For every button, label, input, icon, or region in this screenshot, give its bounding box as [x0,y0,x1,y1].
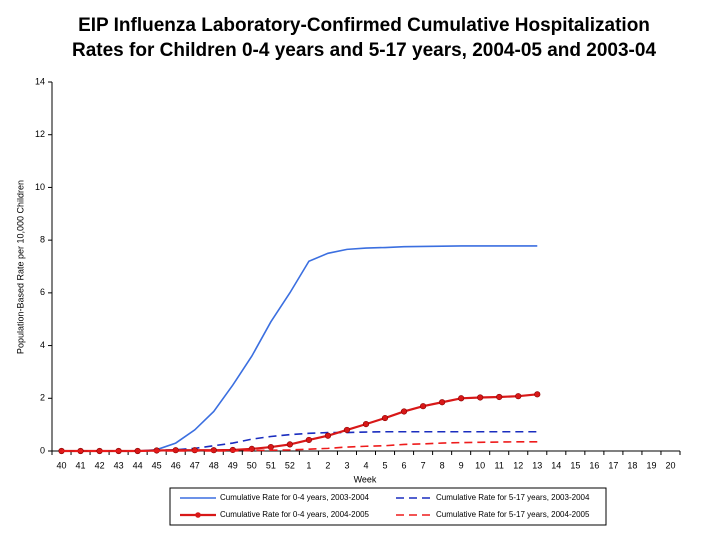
y-axis-label: Population-Based Rate per 10,000 Childre… [15,180,25,354]
data-point [381,414,389,422]
x-tick-label: 18 [627,460,637,470]
data-point [343,426,351,434]
x-tick-label: 40 [57,460,67,470]
data-point [172,447,179,454]
x-tick-label: 17 [608,460,618,470]
y-tick-label: 0 [40,445,45,455]
x-tick-label: 42 [95,460,105,470]
x-axis-label: Week [354,474,377,484]
legend-label: Cumulative Rate for 5-17 years, 2004-200… [436,510,590,519]
data-point [458,395,465,402]
chart-title: Rates for Children 0-4 years and 5-17 ye… [72,40,656,61]
x-tick-label: 12 [513,460,523,470]
x-tick-label: 49 [228,460,238,470]
data-point [305,436,313,444]
y-tick-label: 2 [40,393,45,403]
x-tick-label: 4 [363,460,368,470]
x-tick-label: 44 [133,460,143,470]
x-tick-label: 1 [306,460,311,470]
data-point [324,432,332,439]
x-tick-label: 51 [266,460,276,470]
data-point [362,421,370,428]
x-tick-label: 9 [459,460,464,470]
x-tick-label: 52 [285,460,295,470]
x-tick-label: 48 [209,460,219,470]
legend-label: Cumulative Rate for 0-4 years, 2004-2005 [220,510,370,519]
x-tick-label: 14 [551,460,561,470]
x-tick-label: 13 [532,460,542,470]
x-tick-label: 11 [495,460,504,470]
legend-label: Cumulative Rate for 5-17 years, 2003-200… [436,493,590,502]
x-tick-label: 47 [190,460,200,470]
data-point [286,441,293,448]
x-tick-label: 46 [171,460,181,470]
data-point [419,403,427,410]
data-point [229,446,236,454]
x-tick-label: 2 [325,460,330,470]
data-point [267,443,274,451]
legend-label: Cumulative Rate for 0-4 years, 2003-2004 [220,493,370,502]
y-tick-label: 12 [35,129,45,139]
x-tick-label: 3 [344,460,349,470]
y-tick-label: 6 [40,287,45,297]
x-tick-label: 45 [152,460,162,470]
x-tick-label: 10 [475,460,485,470]
x-tick-label: 8 [440,460,445,470]
x-tick-label: 43 [114,460,124,470]
x-tick-label: 15 [570,460,580,470]
series-line [61,440,538,452]
legend-box [169,487,607,526]
x-tick-label: 6 [402,460,407,470]
series-line [61,245,538,452]
y-tick-label: 10 [35,182,45,192]
data-point [534,391,541,398]
y-tick-label: 14 [35,76,45,86]
data-point [496,393,503,401]
x-tick-label: 41 [76,460,86,470]
data-point [515,393,522,400]
x-tick-label: 20 [665,460,675,470]
y-tick-label: 8 [40,235,45,245]
x-tick-label: 50 [247,460,257,470]
x-tick-label: 5 [383,460,388,470]
y-tick-label: 4 [40,340,45,350]
chart-title: EIP Influenza Laboratory-Confirmed Cumul… [78,15,650,36]
x-tick-label: 16 [589,460,599,470]
legend-marker [195,512,201,518]
x-tick-label: 19 [646,460,656,470]
data-point [439,399,446,406]
data-point [477,394,484,401]
x-tick-label: 7 [421,460,426,470]
data-point [400,408,408,415]
